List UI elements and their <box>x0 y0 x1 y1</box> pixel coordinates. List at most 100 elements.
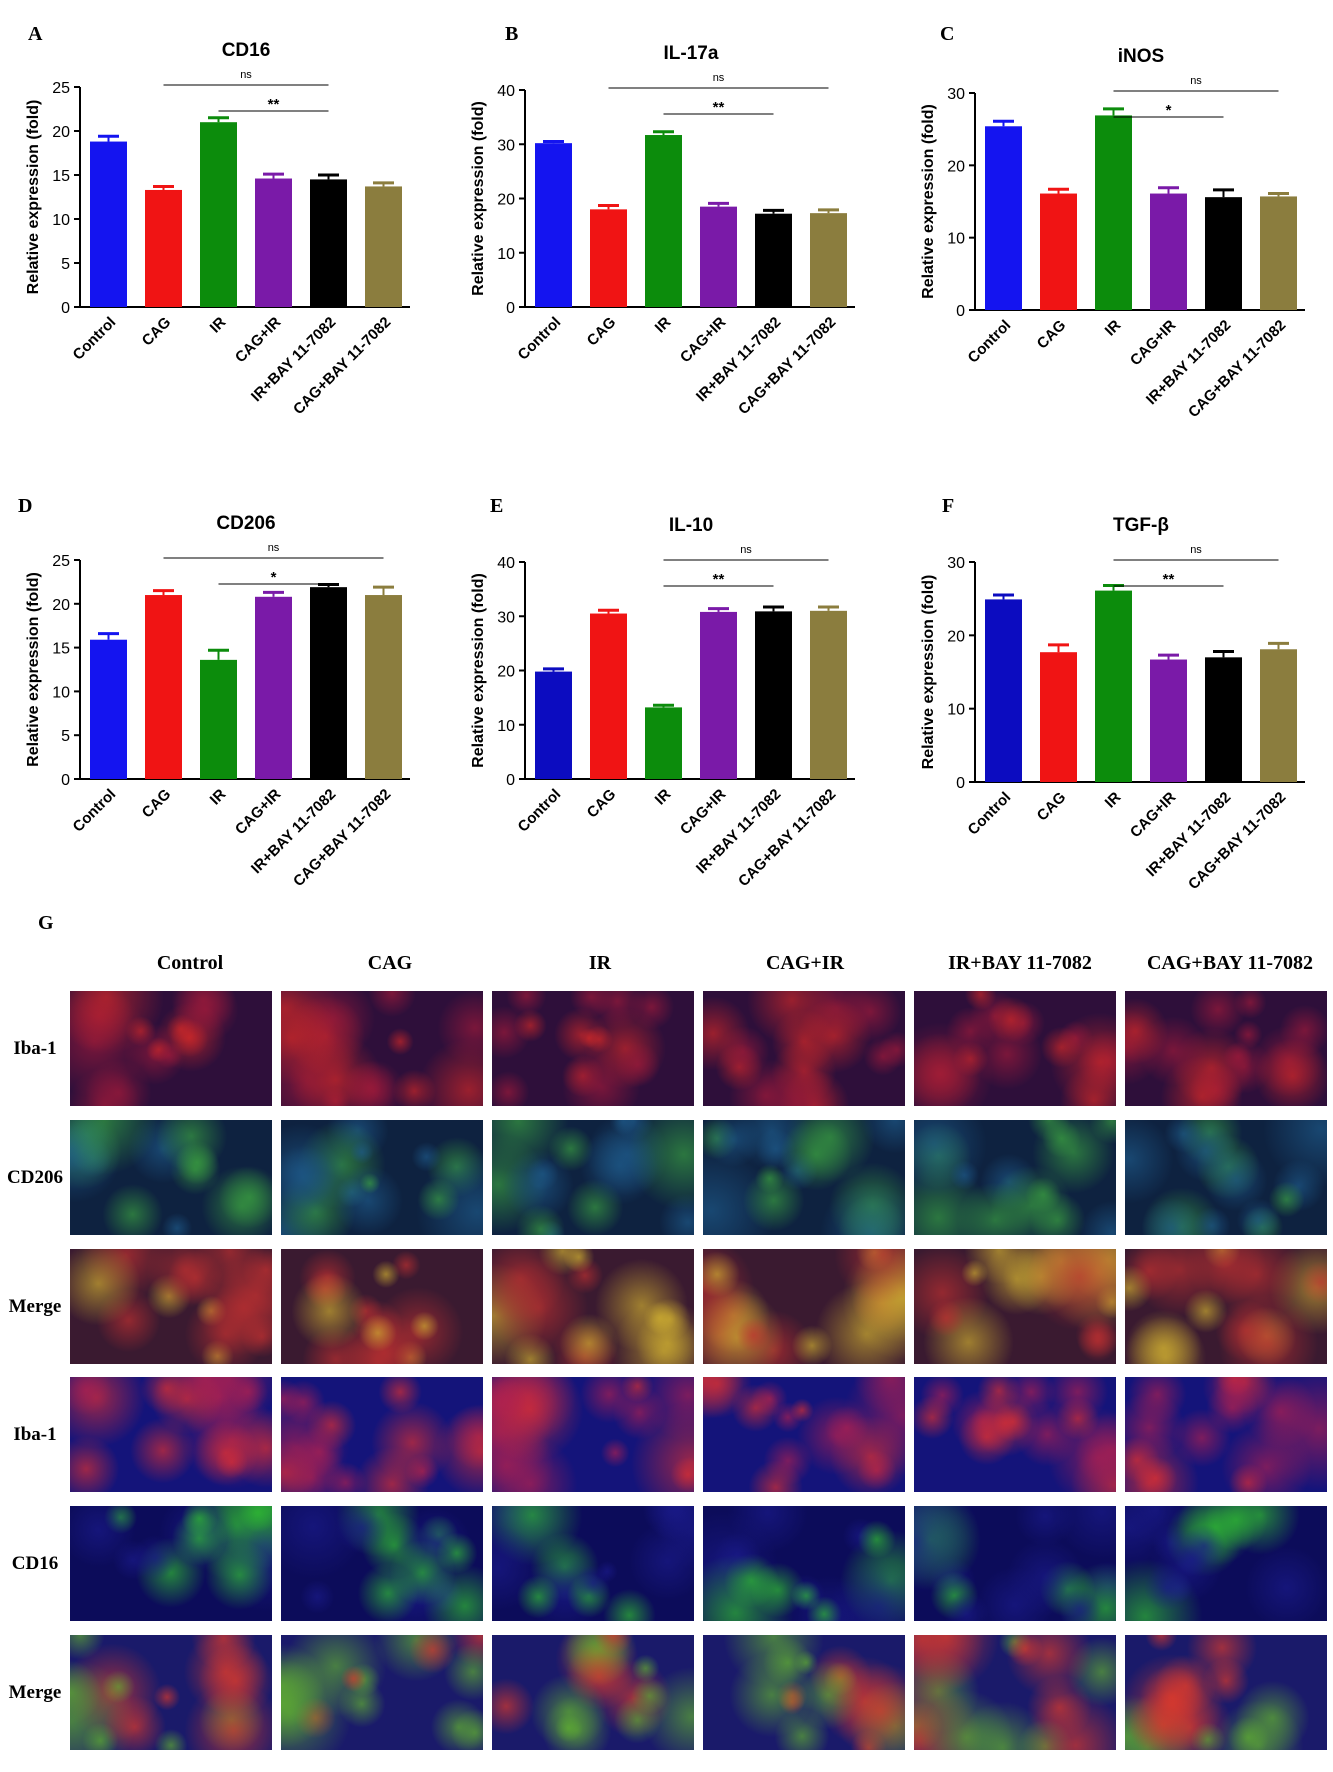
y-tick-label: 40 <box>497 83 515 100</box>
bar-control <box>985 599 1022 782</box>
micrograph-tile <box>492 1506 694 1621</box>
category-label: CAG <box>1034 789 1070 825</box>
y-axis-label: Relative expression (fold) <box>920 104 937 299</box>
y-tick-label: 0 <box>61 772 70 789</box>
bar-cag-ir <box>700 611 737 779</box>
bar-ir-bay-11-7082 <box>310 179 347 307</box>
micrograph-tile <box>70 1249 272 1364</box>
y-tick-label: 10 <box>947 702 965 719</box>
micrograph-tile <box>281 1377 483 1492</box>
micrograph-tile <box>914 1506 1116 1621</box>
category-label: CAG <box>584 314 620 350</box>
column-label-0: Control <box>156 952 224 974</box>
panel-letter: D <box>18 495 32 517</box>
micrograph-tile <box>70 1635 272 1750</box>
y-tick-label: 30 <box>947 86 965 103</box>
y-tick-label: 40 <box>497 555 515 572</box>
category-label: CAG+BAY 11-7082 <box>290 786 394 890</box>
category-label: IR <box>1102 317 1125 340</box>
y-tick-label: 15 <box>52 641 70 658</box>
category-label: CAG <box>584 786 620 822</box>
y-tick-label: 10 <box>497 246 515 263</box>
chart-title: CD16 <box>222 40 271 61</box>
category-label: CAG+IR <box>677 786 730 839</box>
significance-label: ns <box>1190 544 1202 556</box>
y-tick-label: 25 <box>52 553 70 570</box>
category-label: IR <box>1102 789 1125 812</box>
significance-label: ns <box>713 72 725 84</box>
y-tick-label: 30 <box>947 555 965 572</box>
significance-label: * <box>271 569 277 586</box>
micrograph-tile <box>703 1120 905 1235</box>
bar-ir <box>200 659 237 779</box>
bar-cag <box>145 595 182 779</box>
significance-label: ns <box>240 69 252 81</box>
y-tick-label: 0 <box>956 775 965 792</box>
y-tick-label: 0 <box>506 300 515 317</box>
category-label: CAG+BAY 11-7082 <box>1185 317 1289 421</box>
bar-ir-bay-11-7082 <box>755 213 792 307</box>
y-axis-label: Relative expression (fold) <box>25 100 42 295</box>
micrograph-tile <box>1125 1249 1327 1364</box>
chart-title: CD206 <box>216 513 275 534</box>
category-label: CAG <box>139 314 175 350</box>
category-label: CAG+BAY 11-7082 <box>735 314 839 418</box>
bar-ir <box>645 135 682 307</box>
bar-ir <box>1095 115 1132 310</box>
micrograph-tile <box>914 1635 1116 1750</box>
y-axis-label: Relative expression (fold) <box>25 572 42 767</box>
bar-control <box>535 671 572 779</box>
micrograph-tile <box>492 1249 694 1364</box>
category-label: CAG+BAY 11-7082 <box>735 786 839 890</box>
category-label: CAG+IR <box>232 314 285 367</box>
bar-ir <box>645 707 682 779</box>
y-tick-label: 10 <box>947 231 965 248</box>
chart-panel-e: E IL-10 0 10 20 30 40 Relative expression (fold… <box>470 495 855 890</box>
micrograph-tile <box>281 1635 483 1750</box>
y-tick-label: 20 <box>947 628 965 645</box>
row-label-4: CD16 <box>11 1552 59 1574</box>
category-label: CAG+IR <box>1127 789 1180 842</box>
category-label: CAG <box>1034 317 1070 353</box>
significance-label: * <box>1166 102 1172 119</box>
chart-panel-b: B IL-17a 0 10 20 30 40 Relative expression (fol… <box>470 23 855 418</box>
column-label-3: CAG+IR <box>765 952 845 974</box>
category-label: Control <box>70 786 120 836</box>
micrograph-tile <box>492 1377 694 1492</box>
category-label: CAG+IR <box>1127 317 1180 370</box>
micrograph-tile <box>914 1377 1116 1492</box>
y-tick-label: 20 <box>947 158 965 175</box>
column-label-1: CAG <box>367 952 413 974</box>
y-tick-label: 20 <box>52 124 70 141</box>
y-tick-label: 10 <box>497 718 515 735</box>
bar-cag-ir <box>1150 193 1187 310</box>
category-label: CAG+IR <box>677 314 730 367</box>
scale-bar-label: 20μm <box>1296 1751 1320 1762</box>
chart-panel-f: F TGF-β 0 10 20 30 Relative expression (fold) C… <box>920 495 1305 893</box>
micrograph-tile <box>492 991 694 1106</box>
bar-ir <box>200 122 237 307</box>
category-label: IR <box>207 314 230 337</box>
scale-bar-line <box>1298 1764 1322 1766</box>
micrograph-tile <box>914 1249 1116 1364</box>
chart-title: iNOS <box>1118 46 1164 67</box>
bar-cag-bay-11-7082 <box>365 186 402 307</box>
panel-letter: C <box>940 23 954 45</box>
chart-panel-a: A CD16 0 5 10 15 20 25 Relative expression (fold… <box>25 23 410 418</box>
micrograph-tile <box>1125 1635 1327 1750</box>
micrograph-tile <box>1125 1377 1327 1492</box>
y-tick-label: 30 <box>497 137 515 154</box>
panel-letter: A <box>28 23 43 45</box>
micrograph-tile <box>70 1120 272 1235</box>
bar-cag-ir <box>1150 659 1187 782</box>
y-tick-label: 15 <box>52 168 70 185</box>
micrograph-tile <box>703 1377 905 1492</box>
bar-cag <box>1040 652 1077 782</box>
y-tick-label: 5 <box>61 256 70 273</box>
bar-ir-bay-11-7082 <box>755 611 792 779</box>
panel-letter: F <box>942 495 954 517</box>
micrograph-tile <box>1125 1120 1327 1235</box>
micrograph-tile <box>1125 991 1327 1106</box>
y-tick-label: 20 <box>52 597 70 614</box>
